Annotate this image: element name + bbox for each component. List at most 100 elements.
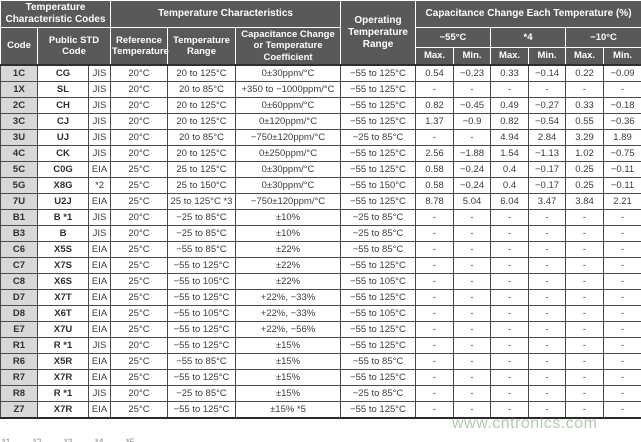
cell-value-star4-max: - xyxy=(490,385,530,403)
cell-value-star4-max: 0.33 xyxy=(490,64,530,83)
cell-op-range: −25 to 85°C xyxy=(340,385,417,403)
cell-code: 1X xyxy=(0,81,38,99)
table-row: 4C CK JIS 20°C 20 to 125°C 0±250ppm/°C −55 to … xyxy=(0,145,641,163)
cell-ref-temp: 25°C xyxy=(110,353,168,371)
cell-temp-range: −55 to 125°C xyxy=(167,401,236,419)
cell-cap-change: ±15% xyxy=(234,353,342,371)
cell-cap-change: 0±60ppm/°C xyxy=(234,97,342,115)
cell-value-star4-max: 0.49 xyxy=(490,97,530,115)
cell-value-minus55-min: - xyxy=(453,305,492,323)
header-public-std-code: Public STD Code xyxy=(37,27,111,66)
header-temp-star4: *4 xyxy=(490,27,567,48)
cell-value-minus10-min: - xyxy=(603,81,641,99)
cell-std-org: JIS xyxy=(88,385,111,403)
cell-std-code: U2J xyxy=(37,193,89,211)
cell-cap-change: 0±30ppm/°C xyxy=(234,161,342,179)
cell-ref-temp: 20°C xyxy=(110,113,168,131)
cell-value-star4-min: - xyxy=(528,225,567,243)
cell-value-minus10-min: - xyxy=(603,337,641,355)
cell-value-minus55-min: - xyxy=(453,289,492,307)
cell-value-minus10-min: - xyxy=(603,289,641,307)
cell-std-org: EIA xyxy=(88,305,111,323)
temp-characteristics-table: Temperature Characteristic Codes Tempera… xyxy=(0,0,641,420)
cell-temp-range: −55 to 85°C xyxy=(167,241,236,259)
cell-ref-temp: 25°C xyxy=(110,321,168,339)
cell-value-star4-min: −0.27 xyxy=(528,97,567,115)
table-row: B3 B JIS 20°C −25 to 85°C ±10% −25 to 85°C - - - -… xyxy=(0,225,641,243)
cell-cap-change: +350 to −1000ppm/°C xyxy=(234,81,342,99)
cell-std-org: EIA xyxy=(88,193,111,211)
cell-temp-range: −55 to 125°C xyxy=(167,257,236,275)
cell-code: C6 xyxy=(0,241,38,259)
cell-value-minus55-min: - xyxy=(453,385,492,403)
cell-ref-temp: 25°C xyxy=(110,193,168,211)
cell-std-code: X7R xyxy=(37,401,89,419)
cell-std-code: X7R xyxy=(37,369,89,387)
cell-op-range: −55 to 125°C xyxy=(340,401,417,419)
cell-temp-range: −25 to 85°C xyxy=(167,209,236,227)
cell-std-org: JIS xyxy=(88,225,111,243)
cell-value-minus55-min: - xyxy=(453,257,492,275)
cell-ref-temp: 25°C xyxy=(110,369,168,387)
header-min-1: Min. xyxy=(453,46,492,66)
cell-value-minus55-max: 1.37 xyxy=(415,113,455,131)
cell-std-org: JIS xyxy=(88,97,111,115)
cell-value-minus55-min: - xyxy=(453,369,492,387)
cell-value-minus55-max: 0.82 xyxy=(415,97,455,115)
cell-value-minus55-min: 5.04 xyxy=(453,193,492,211)
cell-ref-temp: 20°C xyxy=(110,337,168,355)
cell-value-star4-min: - xyxy=(528,257,567,275)
cell-std-org: JIS xyxy=(88,64,111,83)
cell-code: R8 xyxy=(0,385,38,403)
cell-value-minus10-min: - xyxy=(603,273,641,291)
cell-value-minus55-min: - xyxy=(453,81,492,99)
cell-code: R1 xyxy=(0,337,38,355)
cell-temp-range: 20 to 125°C xyxy=(167,113,236,131)
cell-std-org: EIA xyxy=(88,321,111,339)
cell-std-org: JIS xyxy=(88,81,111,99)
cell-value-star4-max: - xyxy=(490,257,530,275)
header-min-3: Min. xyxy=(603,46,641,66)
header-temp-range: Temperature Range xyxy=(167,27,236,66)
cell-code: D7 xyxy=(0,289,38,307)
cell-value-star4-min: - xyxy=(528,209,567,227)
cell-value-minus10-min: −0.75 xyxy=(603,145,641,163)
cell-value-minus55-max: - xyxy=(415,81,455,99)
cell-value-minus55-max: 0.58 xyxy=(415,177,455,195)
cell-value-minus55-max: - xyxy=(415,273,455,291)
table-row: C7 X7S EIA 25°C −55 to 125°C ±22% −55 to 125°C… xyxy=(0,257,641,275)
cell-value-star4-min: - xyxy=(528,273,567,291)
cell-cap-change: 0±30ppm/°C xyxy=(234,64,342,83)
cell-std-org: EIA xyxy=(88,273,111,291)
cell-code: C8 xyxy=(0,273,38,291)
cell-std-code: X6S xyxy=(37,273,89,291)
cell-value-minus55-max: - xyxy=(415,129,455,147)
cell-std-code: R *1 xyxy=(37,337,89,355)
cell-code: 2C xyxy=(0,97,38,115)
cell-value-star4-min: - xyxy=(528,369,567,387)
cell-temp-range: 20 to 85°C xyxy=(167,81,236,99)
cell-temp-range: 25 to 125°C *3 xyxy=(167,193,236,211)
cell-value-star4-min: −0.14 xyxy=(528,64,567,83)
cell-temp-range: −25 to 85°C xyxy=(167,225,236,243)
table-row: 1X SL JIS 20°C 20 to 85°C +350 to −1000ppm/°C… xyxy=(0,81,641,99)
table-row: 1C CG JIS 20°C 20 to 125°C 0±30ppm/°C −55 to 1… xyxy=(0,64,641,83)
cell-value-star4-min: −0.17 xyxy=(528,161,567,179)
cell-value-minus55-max: - xyxy=(415,209,455,227)
cell-value-minus55-max: - xyxy=(415,289,455,307)
header-group-cap-change: Capacitance Change Each Temperature (%) xyxy=(415,0,641,28)
cell-value-star4-max: - xyxy=(490,369,530,387)
cell-ref-temp: 20°C xyxy=(110,385,168,403)
cell-value-minus10-max: 3.29 xyxy=(565,129,605,147)
cell-std-code: R *1 xyxy=(37,385,89,403)
cell-value-minus55-max: - xyxy=(415,385,455,403)
cell-value-minus10-min: - xyxy=(603,257,641,275)
cell-std-org: EIA xyxy=(88,353,111,371)
cell-value-star4-min: - xyxy=(528,241,567,259)
cell-value-minus55-max: - xyxy=(415,353,455,371)
table-row: D7 X7T EIA 25°C −55 to 125°C +22%, −33% −55 to… xyxy=(0,289,641,307)
cell-value-minus55-min: - xyxy=(453,129,492,147)
table-body: 1C CG JIS 20°C 20 to 125°C 0±30ppm/°C −55 to 1… xyxy=(0,64,641,419)
cell-value-star4-max: - xyxy=(490,305,530,323)
table-row: R1 R *1 JIS 20°C −55 to 125°C ±15% −55 to 125°… xyxy=(0,337,641,355)
